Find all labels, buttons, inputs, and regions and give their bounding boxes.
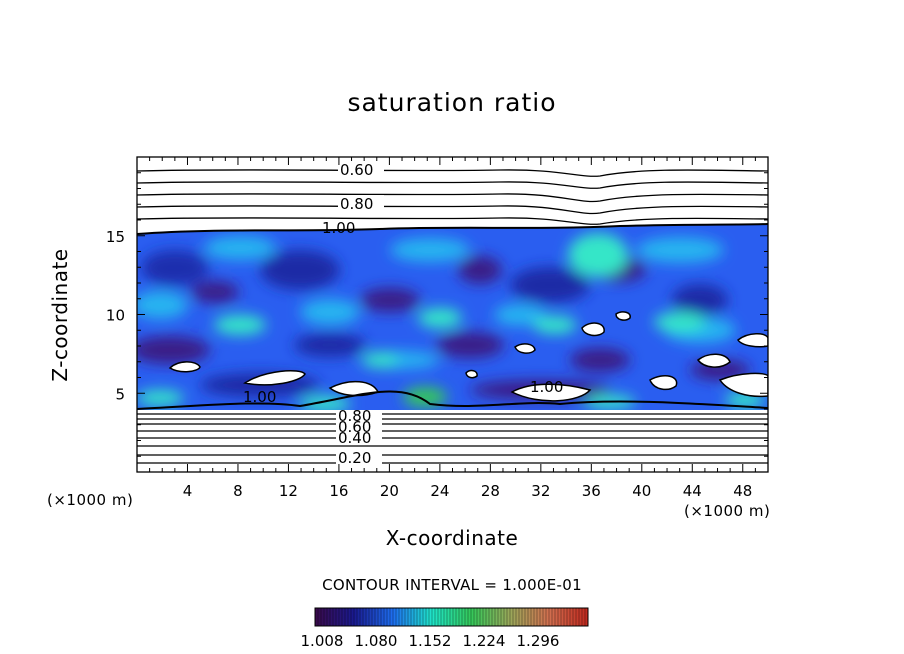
y-axis: 5 10 15 bbox=[106, 172, 768, 457]
x-tick-label: 28 bbox=[481, 482, 500, 500]
x-tick-label: 12 bbox=[279, 482, 298, 500]
colorbar-tick-label: 1.008 bbox=[301, 632, 344, 650]
x-tick-label: 8 bbox=[233, 482, 243, 500]
x-tick-label: 32 bbox=[531, 482, 550, 500]
y-tick-label: 5 bbox=[115, 385, 125, 403]
x-tick-label: 24 bbox=[430, 482, 449, 500]
contour-interval-text: CONTOUR INTERVAL = 1.000E-01 bbox=[322, 576, 582, 594]
chart-title: saturation ratio bbox=[347, 88, 557, 117]
y-tick-label: 10 bbox=[106, 307, 125, 325]
x-unit-label-left: (×1000 m) bbox=[47, 491, 134, 509]
contour-label: 0.80 bbox=[340, 195, 373, 213]
x-tick-label: 44 bbox=[683, 482, 702, 500]
colorbar: 1.008 1.080 1.152 1.224 1.296 bbox=[301, 607, 589, 650]
colorbar-gradient bbox=[314, 607, 589, 627]
contour-label: 0.60 bbox=[338, 418, 371, 436]
colorbar-tick-label: 1.224 bbox=[463, 632, 506, 650]
x-tick-label: 4 bbox=[183, 482, 193, 500]
contour-label-group: 0.60 0.80 1.00 1.00 1.00 0.80 0.60 0.40 … bbox=[243, 161, 563, 467]
upper-dry-region bbox=[137, 157, 768, 234]
colorbar-tick-label: 1.296 bbox=[517, 632, 560, 650]
x-unit-label-right: (×1000 m) bbox=[684, 502, 771, 520]
x-axis-label: X-coordinate bbox=[385, 526, 519, 550]
x-tick-label: 16 bbox=[329, 482, 348, 500]
x-tick-label: 40 bbox=[632, 482, 651, 500]
colorbar-tick-label: 1.080 bbox=[355, 632, 398, 650]
y-tick-label: 15 bbox=[106, 228, 125, 246]
x-tick-label: 20 bbox=[380, 482, 399, 500]
contour-label: 0.80 bbox=[338, 407, 371, 425]
x-axis: 4 8 12 16 20 24 28 32 36 40 44 48 bbox=[149, 157, 756, 500]
contour-label: 1.00 bbox=[530, 378, 563, 396]
contour-label: 0.20 bbox=[338, 449, 371, 467]
contour-label: 0.40 bbox=[338, 429, 371, 447]
saturation-field bbox=[137, 157, 768, 472]
y-axis-label: Z-coordinate bbox=[48, 248, 72, 382]
field-texture bbox=[137, 233, 765, 412]
colorbar-tick-label: 1.152 bbox=[409, 632, 452, 650]
x-tick-label: 48 bbox=[733, 482, 752, 500]
contour-label: 0.60 bbox=[340, 161, 373, 179]
contour-lines bbox=[137, 169, 768, 464]
lower-dry-region bbox=[137, 410, 768, 472]
subsaturated-holes bbox=[168, 311, 768, 402]
x-tick-label: 36 bbox=[582, 482, 601, 500]
contour-label: 1.00 bbox=[322, 219, 355, 237]
contour-label: 1.00 bbox=[243, 388, 276, 406]
